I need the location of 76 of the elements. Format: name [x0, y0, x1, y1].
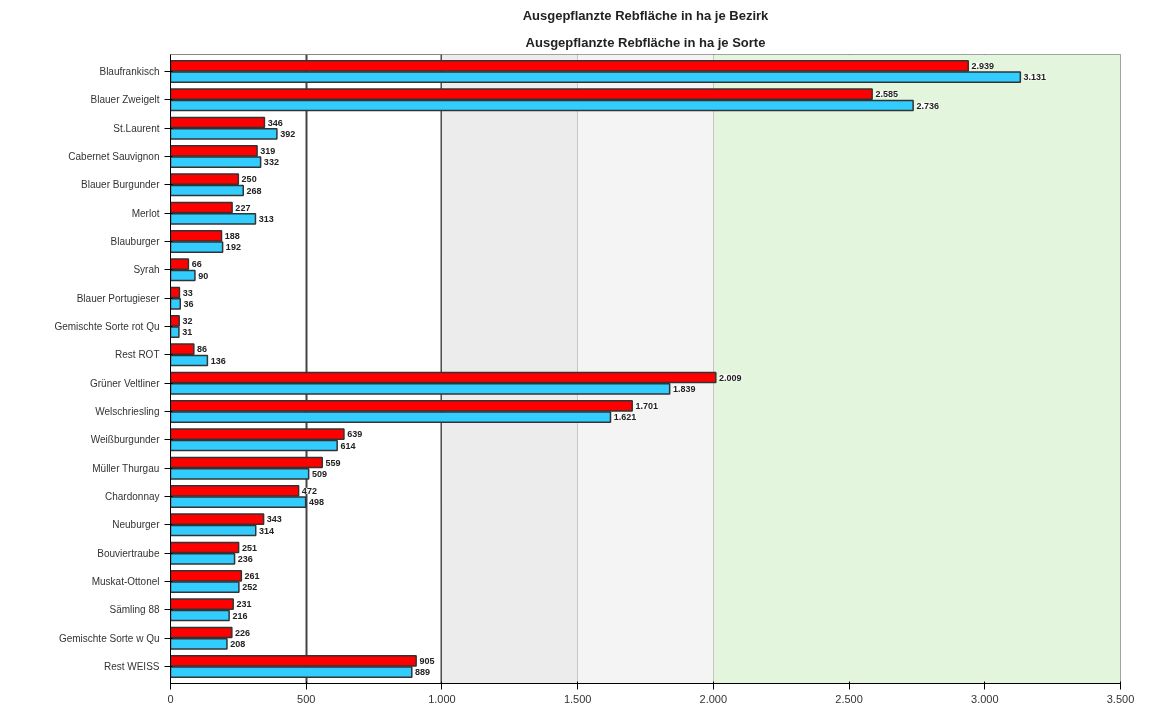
data-label: 231	[236, 599, 252, 610]
y-tick-label: Blaufrankisch	[99, 66, 160, 77]
data-label: 192	[225, 242, 241, 253]
data-label: 227	[235, 202, 251, 213]
y-tick-label: St.Laurent	[113, 122, 160, 134]
data-label: 86	[197, 344, 208, 355]
data-label: 889	[415, 667, 431, 678]
data-label: 32	[182, 315, 193, 326]
data-label: 208	[230, 638, 246, 649]
data-label: 2.009	[719, 372, 742, 383]
data-label: 1.621	[613, 412, 637, 423]
data-label: 252	[242, 582, 258, 593]
y-tick-label: Cabernet Sauvignon	[68, 151, 160, 162]
y-tick-label: Blauer Burgunder	[81, 179, 161, 191]
data-label: 136	[210, 355, 226, 366]
data-label: 639	[347, 429, 363, 440]
y-tick-label: Grüner Veltliner	[90, 377, 161, 389]
data-label: 905	[419, 655, 435, 666]
data-label: 472	[301, 485, 317, 496]
x-tick-label: 3.000	[971, 692, 999, 705]
y-tick-label: Bouviertraube	[97, 547, 160, 559]
data-label: 392	[280, 128, 296, 139]
data-label: 268	[246, 185, 262, 196]
y-tick-label: Blauer Zweigelt	[90, 94, 160, 106]
y-tick-label: Gemischte Sorte rot Qu	[54, 321, 160, 332]
y-tick-label: Neuburger	[112, 519, 161, 531]
x-tick-label: 2.500	[835, 692, 863, 705]
y-tick-label: Weißburgunder	[90, 434, 161, 446]
data-label: 314	[258, 525, 275, 536]
data-label: 319	[260, 145, 276, 156]
data-label: 36	[183, 298, 194, 309]
y-tick-label: Merlot	[131, 207, 160, 219]
data-label: 1.839	[672, 383, 696, 394]
data-label: 236	[237, 553, 253, 564]
data-label: 33	[182, 287, 193, 298]
y-tick-label: Chardonnay	[105, 491, 160, 502]
data-label: 250	[241, 174, 257, 185]
chart-title: Ausgepflanzte Rebfläche in ha je Bezirk	[522, 7, 770, 23]
y-tick-label: Muskat-Ottonel	[91, 576, 160, 587]
y-tick-label: Rest ROT	[115, 349, 160, 361]
x-tick-label: 1.500	[563, 692, 592, 705]
data-label: 1.701	[635, 400, 658, 411]
data-label: 3.131	[1023, 72, 1047, 83]
x-tick-label: 1.000	[428, 692, 456, 705]
data-label: 216	[232, 610, 248, 621]
data-label: 343	[266, 514, 282, 525]
y-tick-label: Blauburger	[110, 236, 161, 247]
data-label: 226	[235, 627, 251, 638]
data-label: 251	[241, 542, 257, 553]
data-label: 559	[325, 457, 341, 468]
data-label: 2.585	[875, 89, 898, 100]
y-tick-label: Gemischte Sorte w Qu	[58, 632, 160, 644]
y-tick-label: Müller Thurgau	[92, 462, 160, 474]
chart-subtitle: Ausgepflanzte Rebfläche in ha je Sorte	[525, 34, 766, 50]
x-tick-label: 0	[167, 692, 174, 705]
y-tick-label: Welschriesling	[95, 406, 160, 417]
data-label: 31	[182, 327, 193, 338]
y-tick-label: Sämling 88	[109, 604, 160, 616]
y-tick-label: Rest WEISS	[103, 661, 160, 672]
data-label: 498	[308, 497, 324, 508]
data-label: 346	[267, 117, 283, 128]
x-tick-label: 2.000	[699, 692, 728, 705]
data-label: 614	[340, 440, 356, 451]
data-label: 90	[198, 270, 209, 281]
data-label: 188	[224, 230, 240, 241]
data-label: 509	[311, 468, 327, 479]
y-tick-label: Syrah	[133, 264, 160, 276]
x-tick-label: 500	[297, 692, 316, 705]
data-label: 66	[191, 259, 202, 270]
data-label: 2.736	[916, 100, 939, 111]
data-label: 2.939	[971, 60, 995, 71]
data-label: 332	[263, 157, 279, 168]
data-label: 313	[258, 213, 274, 224]
y-tick-label: Blauer Portugieser	[76, 292, 161, 304]
data-label: 261	[244, 570, 260, 581]
x-tick-label: 3.500	[1106, 692, 1135, 705]
